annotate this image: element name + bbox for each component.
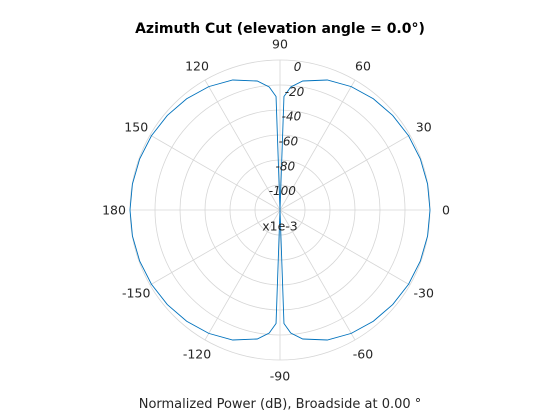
angle-tick-label: -60 (353, 346, 373, 361)
grid-spoke (204, 209, 281, 341)
radial-tick-label: -20 (285, 85, 305, 99)
angle-tick-label: -30 (414, 286, 434, 301)
angle-tick-label: -150 (122, 286, 150, 301)
angle-tick-label: 150 (124, 120, 148, 135)
grid-spoke (279, 79, 356, 211)
footer-label: Normalized Power (dB), Broadside at 0.00… (138, 397, 422, 412)
grid-spoke (204, 79, 281, 211)
angle-tick-label: 180 (102, 203, 126, 218)
radial-tick-label: 0 (294, 60, 302, 74)
grid-spoke (279, 209, 356, 341)
angle-tick-label: 120 (185, 59, 209, 74)
grid-spoke (279, 134, 411, 211)
radial-tick-label: -80 (276, 159, 296, 173)
radial-tick-label: -100 (269, 184, 297, 198)
series-line (129, 79, 431, 341)
grid-spoke (149, 209, 281, 286)
angle-tick-label: 60 (355, 59, 371, 74)
tick-labels: 0 30 60 90 120 150 180 -150 -120 -90 -60 -30 0 -20 -40… (102, 37, 450, 384)
grid-spoke (279, 209, 411, 286)
angle-tick-label: 30 (416, 120, 432, 135)
scale-label: x1e-3 (262, 219, 298, 234)
series-layer (129, 79, 431, 341)
grid-spoke (149, 134, 281, 211)
radial-tick-label: -40 (282, 110, 302, 124)
angle-tick-label: -120 (183, 346, 211, 361)
chart-title: Azimuth Cut (elevation angle = 0.0°) (135, 21, 425, 37)
angle-tick-label: 90 (272, 37, 288, 52)
angle-tick-label: 0 (442, 203, 450, 218)
radial-tick-label: -60 (279, 135, 299, 149)
angle-tick-label: -90 (270, 369, 290, 384)
